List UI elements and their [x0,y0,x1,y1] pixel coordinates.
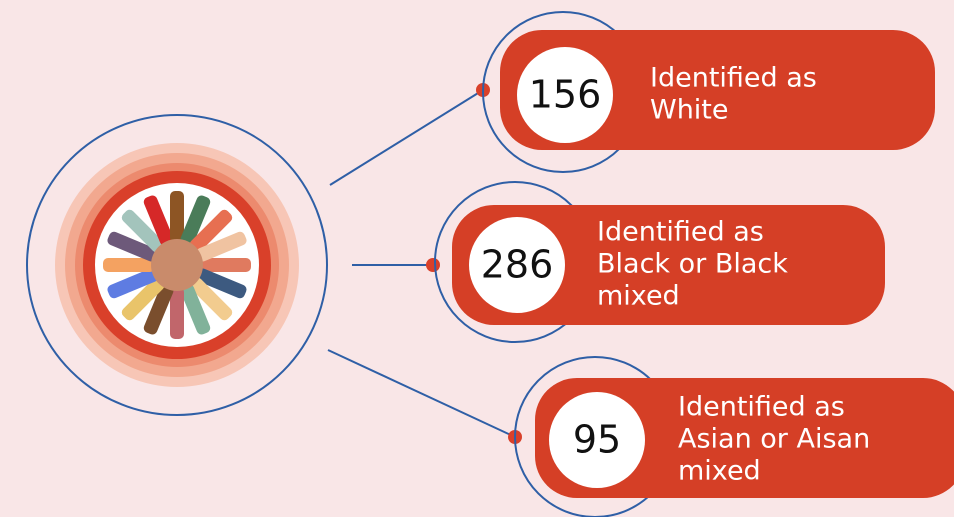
hands-illustration [103,191,251,339]
stat-label: Identified as [650,63,817,94]
stat-label: White [650,95,729,126]
center-emblem [27,115,327,415]
stat-label: Black or Black [597,249,788,280]
stat-label: mixed [678,456,761,487]
stat-number: 95 [573,418,621,462]
infographic: 156Identified asWhite286Identified asBla… [0,0,954,517]
stat-label: Identified as [678,392,845,423]
hands-center [151,239,203,291]
stat-label: mixed [597,281,680,312]
stat-label: Asian or Aisan [678,424,870,455]
stat-label: Identified as [597,217,764,248]
stat-number: 286 [481,243,554,287]
stat-number: 156 [529,73,602,117]
